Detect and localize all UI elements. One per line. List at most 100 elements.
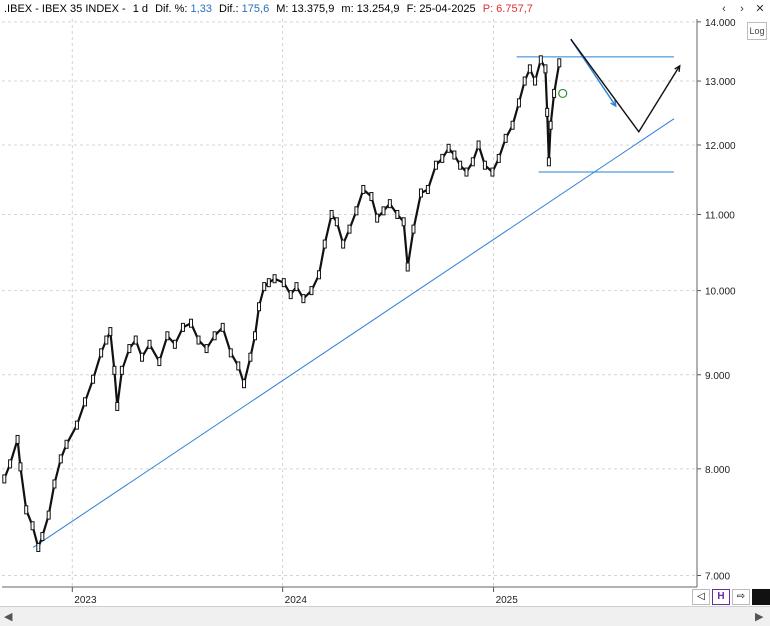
price-candle <box>538 55 543 65</box>
price-candle <box>510 120 515 130</box>
min-label: m: 13.254,9 <box>341 3 400 15</box>
price-candle <box>395 209 400 219</box>
price-candle <box>64 439 69 449</box>
price-candle <box>40 532 45 542</box>
chevron-left-icon[interactable]: ‹ <box>722 3 726 15</box>
y-tick-label: 12.000 <box>705 141 736 152</box>
price-candle <box>490 167 495 177</box>
price-candle <box>464 167 469 177</box>
price-candle <box>36 542 41 552</box>
price-candle <box>452 150 457 160</box>
price-candle <box>546 157 551 167</box>
price-candle <box>248 352 253 362</box>
price-candle <box>228 348 233 358</box>
price-candle <box>24 505 29 515</box>
price-candle <box>252 331 257 341</box>
arrow-left-icon[interactable]: ◁ <box>692 589 710 605</box>
price-candle <box>301 294 306 304</box>
trendline <box>32 118 675 548</box>
x-tick-label: 2023 <box>74 595 97 606</box>
price-candle <box>334 217 339 227</box>
price-candle <box>557 58 562 68</box>
black-square-icon[interactable] <box>752 589 770 605</box>
price-candle <box>440 153 445 163</box>
price-candle <box>99 348 104 358</box>
price-candle <box>405 262 410 272</box>
price-candle <box>548 120 553 130</box>
price-candle <box>74 420 79 430</box>
price-candle <box>503 133 508 143</box>
price-candle <box>418 188 423 198</box>
symbol-label: .IBEX - IBEX 35 INDEX - <box>4 3 126 15</box>
price-candle <box>119 365 124 375</box>
price-candle <box>257 302 262 312</box>
window-controls: ‹ › ✕ <box>718 2 766 16</box>
price-candle <box>212 331 217 341</box>
projection-arrowhead <box>674 64 681 72</box>
price-candle <box>288 290 293 300</box>
price-candle <box>341 239 346 249</box>
price-candle <box>387 199 392 209</box>
bottom-toolbar: ◁ H ⇨ <box>692 589 770 605</box>
price-candle <box>482 160 487 170</box>
price-candle <box>18 462 23 472</box>
price-chart[interactable]: 7.000 8.000 9.000 10.000 11.000 12.000 13.000 1… <box>0 19 770 606</box>
projection-line <box>570 38 681 134</box>
price-candle <box>552 88 557 98</box>
price-candle <box>115 401 120 411</box>
date-label: F: 25-04-2025 <box>406 3 476 15</box>
price-candle <box>104 335 109 345</box>
x-tick-label: 2024 <box>285 595 308 606</box>
close-icon[interactable]: ✕ <box>755 3 765 15</box>
dif-label: Dif.: <box>219 3 239 15</box>
chart-header: .IBEX - IBEX 35 INDEX - 1 d Dif. %: 1,33… <box>0 0 770 20</box>
h-tool-button[interactable]: H <box>712 589 730 605</box>
log-scale-button[interactable]: Log <box>747 22 767 40</box>
marker-circle <box>558 88 568 99</box>
arrow-right-icon[interactable]: ⇨ <box>732 589 750 605</box>
scroll-right-icon[interactable]: ▶ <box>755 611 764 623</box>
price-candle <box>381 206 386 216</box>
projection-arrowhead <box>610 99 617 108</box>
price-candle <box>236 361 241 371</box>
price-candle <box>322 239 327 249</box>
price-candle <box>543 64 548 74</box>
price-candle <box>446 143 451 153</box>
price-candle <box>133 335 138 345</box>
price-candle <box>309 286 314 296</box>
price-candle <box>433 160 438 170</box>
timeframe-label: 1 d <box>132 3 149 15</box>
price-candle <box>316 270 321 280</box>
dif-value: 175,6 <box>241 3 270 15</box>
price-candle <box>2 474 7 484</box>
price-candle <box>112 365 117 375</box>
y-tick-label: 11.000 <box>705 210 735 221</box>
dif-pct-label: Dif. %: <box>155 3 188 15</box>
price-candle <box>204 344 209 354</box>
y-tick-label: 8.000 <box>705 465 730 476</box>
price-candle <box>242 379 247 389</box>
price-candle <box>545 107 550 117</box>
scroll-left-icon[interactable]: ◀ <box>4 611 13 623</box>
price-candle <box>108 327 113 337</box>
price-candle <box>375 213 380 223</box>
price-candle <box>220 322 225 332</box>
price-candle <box>196 335 201 345</box>
price-candle <box>329 209 334 219</box>
price-candle <box>58 454 63 464</box>
price-candle <box>411 224 416 234</box>
price-candle <box>52 479 57 489</box>
price-candle <box>157 357 162 367</box>
x-tick-label: 2025 <box>496 595 519 606</box>
price-candle <box>46 510 51 520</box>
price-candle <box>189 318 194 328</box>
price-candle <box>140 352 145 362</box>
price-candle <box>180 322 185 332</box>
chevron-right-icon[interactable]: › <box>740 3 744 15</box>
price-candle <box>91 374 96 384</box>
horizontal-scrollbar[interactable]: ◀ ▶ <box>0 606 770 626</box>
dif-pct-value: 1,33 <box>190 3 212 15</box>
price-candle <box>15 434 20 444</box>
price-candle <box>470 157 475 167</box>
price-candle <box>476 140 481 150</box>
